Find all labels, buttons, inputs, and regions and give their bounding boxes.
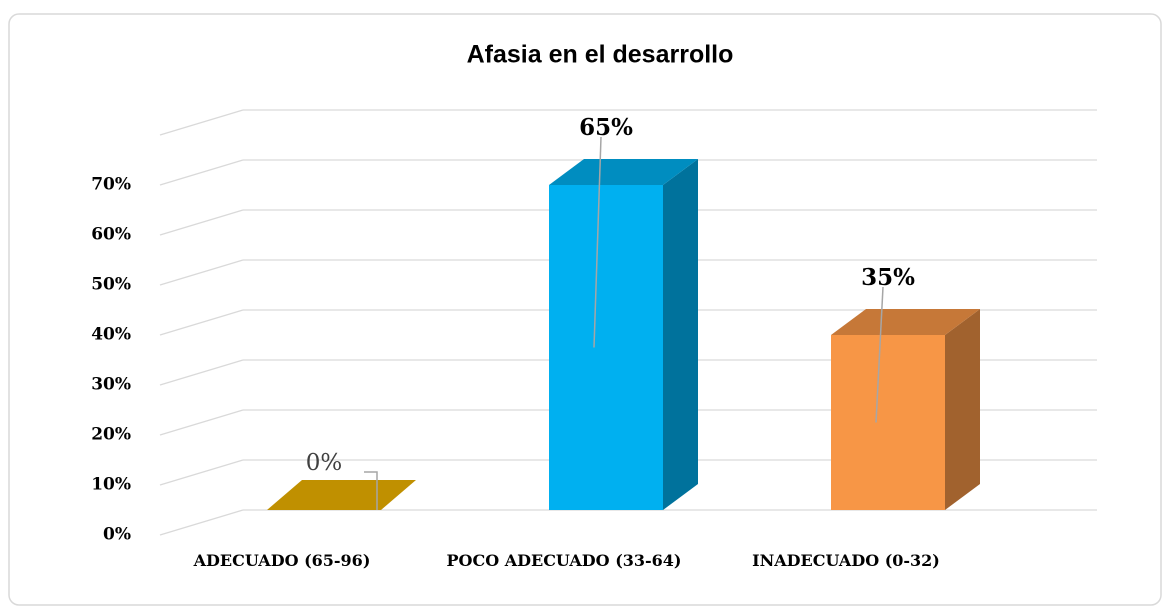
grid-line [159, 209, 244, 236]
y-tick-label: 20% [91, 425, 131, 445]
chart-title: Afasia en el desarrollo [467, 41, 734, 69]
bar-side [945, 309, 980, 510]
bar [267, 480, 416, 510]
grid-line [159, 509, 244, 536]
x-tick-label: INADECUADO (0-32) [752, 551, 940, 570]
y-tick-label: 40% [91, 325, 131, 345]
data-label: 35% [861, 264, 915, 291]
data-label: 65% [579, 114, 633, 141]
leader-line [593, 136, 602, 348]
y-tick-label: 0% [103, 525, 131, 545]
grid-line [159, 259, 244, 286]
leader-line [364, 471, 378, 510]
bar-top [831, 309, 980, 335]
bar [549, 159, 698, 510]
data-label: 0% [306, 450, 343, 476]
grid-line [159, 409, 244, 436]
bar-top [549, 159, 698, 185]
y-tick-label: 50% [91, 275, 131, 295]
bar-front [831, 335, 945, 510]
bar [831, 309, 980, 510]
y-tick-label: 60% [91, 225, 131, 245]
grid-line [159, 159, 244, 186]
leader-line [875, 286, 884, 423]
grid-line [159, 359, 244, 386]
x-tick-label: ADECUADO (65-96) [193, 551, 371, 570]
y-tick-label: 10% [91, 475, 131, 495]
grid-line [159, 109, 244, 136]
bar-top [267, 480, 416, 510]
y-tick-label: 70% [91, 175, 131, 195]
grid-line [159, 309, 244, 336]
y-tick-label: 30% [91, 375, 131, 395]
x-tick-label: POCO ADECUADO (33-64) [446, 551, 682, 570]
bar-side [663, 159, 698, 510]
bar-front [549, 185, 663, 510]
grid-line [159, 459, 244, 486]
